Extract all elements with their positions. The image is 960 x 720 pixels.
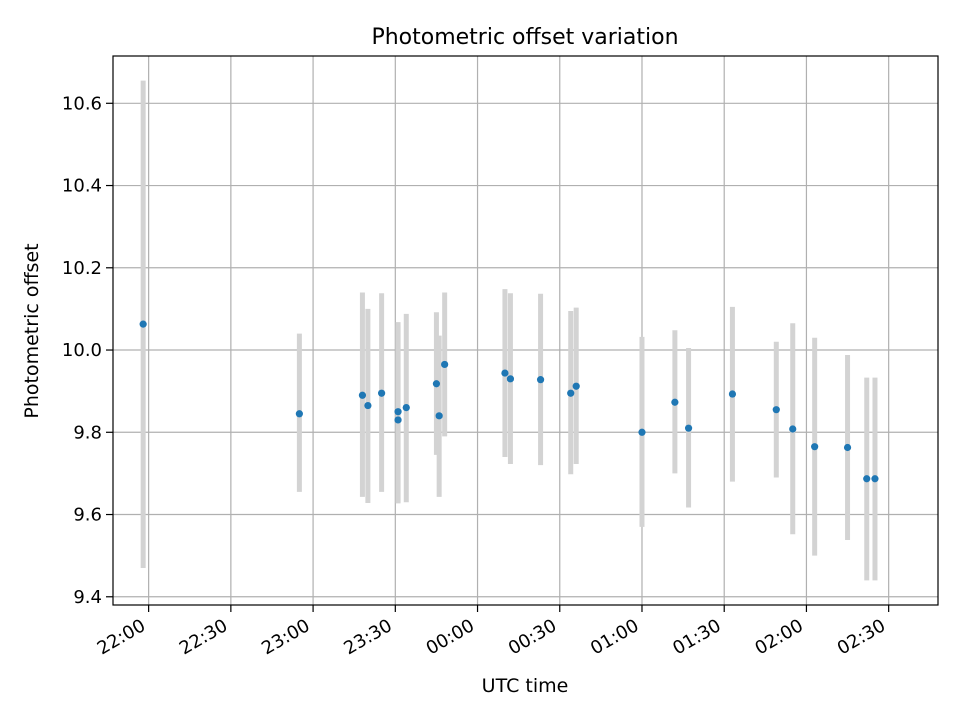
data-point: [684, 424, 693, 432]
data-points: [139, 320, 879, 483]
data-point: [441, 360, 449, 369]
data-point: [501, 369, 509, 377]
data-point: [364, 401, 372, 410]
data-point: [435, 412, 443, 420]
data-point: [402, 404, 410, 412]
data-point: [843, 443, 852, 452]
data-point: [638, 428, 646, 436]
data-point: [772, 406, 780, 414]
data-point: [358, 391, 367, 399]
grid: [113, 56, 938, 605]
data-point: [811, 443, 819, 451]
chart-title: Photometric offset variation: [371, 25, 678, 50]
data-point: [506, 375, 515, 383]
data-point: [432, 380, 441, 388]
data-point: [728, 390, 737, 398]
data-point: [572, 382, 580, 390]
data-point: [671, 398, 679, 406]
data-point: [536, 376, 545, 384]
plot-area-frame: [112, 55, 939, 606]
y-tick-label: 10.2: [62, 258, 102, 279]
y-tick-label: 10.6: [62, 93, 102, 114]
data-point: [863, 475, 871, 483]
data-point: [394, 408, 402, 416]
data-point: [378, 389, 386, 397]
y-axis-ticks: 9.4 9.6 9.8 10.0 10.2 10.4 10.6: [62, 93, 113, 608]
data-point: [139, 320, 147, 328]
data-point: [789, 425, 797, 433]
y-tick-label: 9.6: [73, 505, 102, 526]
y-tick-label: 10.4: [62, 176, 102, 197]
x-axis-label: UTC time: [482, 675, 569, 697]
y-tick-label: 9.8: [73, 422, 102, 443]
y-axis-label: Photometric offset: [21, 243, 43, 418]
data-point: [871, 475, 879, 483]
data-point: [567, 389, 575, 397]
data-point: [295, 410, 303, 418]
y-tick-label: 9.4: [73, 587, 102, 608]
y-tick-label: 10.0: [62, 340, 102, 361]
data-point: [394, 416, 402, 424]
